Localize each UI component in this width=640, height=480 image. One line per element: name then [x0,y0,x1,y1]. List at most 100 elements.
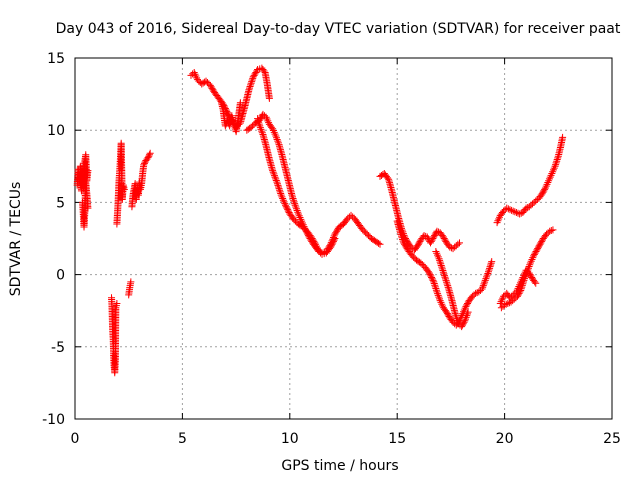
data-point [516,210,524,218]
data-point [482,275,490,283]
data-point [519,278,527,286]
data-point [462,302,470,310]
data-point [408,252,416,260]
data-point [494,217,502,225]
data-point [439,233,447,241]
data-point [526,259,534,267]
data-point [145,151,153,159]
data-point [294,208,302,216]
data-point [532,197,540,205]
data-point [512,209,520,217]
data-point [487,259,495,267]
data-point [533,246,541,254]
data-point [315,247,323,255]
data-point [289,195,297,203]
data-point [291,200,299,208]
data-point [259,110,267,118]
data-point [277,191,285,199]
data-point [270,170,278,178]
data-point [359,226,367,234]
data-point [444,282,452,290]
data-point [530,252,538,260]
data-point [283,204,291,212]
data-point [140,159,148,167]
data-point [249,122,257,130]
data-point [290,196,298,204]
data-point [554,154,562,162]
data-point [144,154,152,162]
data-point [534,243,542,251]
data-point [265,94,273,102]
data-point [247,79,255,87]
data-point [451,243,459,251]
data-point [438,300,446,308]
data-point [487,261,495,269]
data-point [269,168,277,176]
data-point [529,254,537,262]
data-point [224,110,232,118]
data-point [250,71,258,79]
data-point [396,229,404,237]
data-point [447,244,455,252]
data-point [251,70,259,78]
data-point [192,72,200,80]
data-point [526,271,534,279]
data-point [543,180,551,188]
data-point [328,240,336,248]
x-tick-label: 15 [388,431,406,447]
data-point [436,258,444,266]
data-point [437,261,445,269]
y-tick-labels: -10 -5 0 5 10 15 [42,51,65,428]
data-point [423,233,431,241]
data-point [452,242,460,250]
data-point [459,320,467,328]
data-point [273,135,281,143]
data-point [453,316,461,324]
data-point [461,317,469,325]
data-point [549,166,557,174]
data-point [486,263,494,271]
data-point [441,273,449,281]
data-point [553,157,561,165]
data-point [522,204,530,212]
data-point [269,125,277,133]
data-point [531,278,539,286]
data-point [493,219,501,227]
data-point [290,216,298,224]
data-point [524,266,532,274]
data-point [440,235,448,242]
data-point [541,185,549,193]
data-point [434,290,442,298]
data-point [506,206,514,214]
data-point [524,264,532,272]
data-point [120,185,128,193]
data-point [525,203,533,211]
data-point [453,315,461,323]
data-point [272,175,280,183]
data-point [329,237,337,245]
data-point [432,285,440,293]
data-point [307,233,315,241]
data-point [435,255,443,263]
data-point [449,245,457,253]
data-point [260,67,268,75]
data-point [542,182,550,190]
data-point [291,201,299,209]
data-point [280,198,288,206]
data-point [312,242,320,250]
data-point [236,99,244,107]
data-point [258,129,266,137]
axis-ticks [74,57,613,420]
data-point [141,158,149,166]
data-point [552,161,560,169]
data-point [255,118,263,126]
data-point [463,301,471,309]
data-point [331,235,339,242]
data-point [299,223,307,231]
data-point [208,84,216,92]
x-tick-label: 0 [71,431,80,447]
data-point [530,250,538,258]
data-point [501,301,509,309]
data-point [538,190,546,198]
data-point [527,257,535,265]
